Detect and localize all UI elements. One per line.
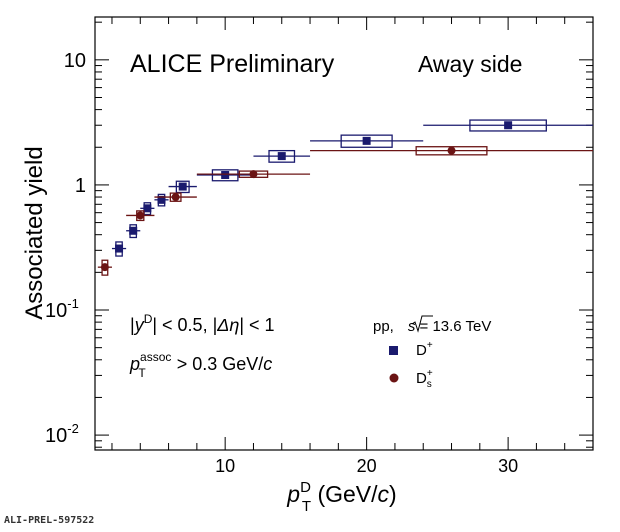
- axis-ticks: 10 20 30 10-2 10-1 1 10: [45, 17, 594, 476]
- data-point: [136, 211, 145, 220]
- region-label: Away side: [418, 51, 522, 77]
- sqrt-sign-icon: [411, 315, 433, 333]
- pt-assoc-var: p: [129, 354, 140, 374]
- x-tick-label: 10: [215, 456, 235, 476]
- y-tick-label: 10: [64, 50, 86, 72]
- y-tick-label: 1: [75, 175, 86, 197]
- rapidity-cut-var: y: [133, 315, 145, 335]
- data-point: [115, 244, 124, 253]
- x-axis-label: pD T (GeV/c): [286, 479, 396, 515]
- x-axis-label-var: p: [286, 481, 300, 507]
- energy-system: pp,: [373, 318, 394, 335]
- x-axis-label-unit-close: ): [389, 481, 397, 507]
- legend-marker-dplus: [389, 346, 398, 355]
- data-point: [277, 152, 286, 161]
- series-ds: [97, 146, 593, 276]
- data-point: [504, 121, 513, 130]
- energy-var: s: [408, 318, 416, 335]
- rapidity-cut-var2: Δη: [216, 315, 239, 335]
- syst-box: [268, 149, 296, 163]
- legend-dplus-sup: +: [427, 340, 433, 351]
- legend-label-dplus: D+: [416, 340, 433, 359]
- data-marks: [97, 119, 593, 276]
- energy-post: = 13.6 TeV: [415, 318, 491, 335]
- rapidity-cut-pre: |: [130, 315, 135, 335]
- legend-ds-sup: +: [427, 368, 433, 379]
- y-axis-label: Associated yield: [21, 146, 48, 319]
- y-tick-label: 10-1: [45, 296, 79, 322]
- data-point: [171, 193, 180, 202]
- pt-assoc-sub: T: [138, 366, 146, 380]
- chart-title: ALICE Preliminary: [130, 50, 335, 78]
- legend-ds-sub: s: [427, 379, 432, 390]
- syst-box: [211, 169, 239, 182]
- x-tick-label: 30: [498, 456, 518, 476]
- syst-box: [340, 134, 393, 148]
- legend-label-ds: D+ s: [416, 368, 433, 390]
- rapidity-cut-post: | < 1: [239, 315, 274, 335]
- data-point: [143, 204, 152, 213]
- syst-box: [469, 119, 547, 132]
- syst-box: [175, 180, 190, 194]
- series-dplus: [111, 119, 593, 257]
- legend-marker-ds: [389, 373, 399, 383]
- legend-dplus-name: D: [416, 342, 427, 359]
- x-axis-label-sup: D: [300, 479, 311, 496]
- data-point: [100, 263, 109, 272]
- energy-label: pp, s = 13.6 TeV: [373, 318, 491, 335]
- data-point: [178, 182, 187, 191]
- rapidity-cut-mid: | < 0.5, |: [152, 315, 217, 335]
- legend-ds-name: D: [416, 370, 427, 387]
- x-axis-label-unit-open: (GeV/: [311, 481, 378, 507]
- plot-frame: [94, 16, 594, 451]
- pt-assoc-unit-var: c: [263, 354, 272, 374]
- data-point: [221, 171, 230, 180]
- y-tick-label: 10-2: [45, 421, 79, 447]
- legend: D+ D+ s: [389, 340, 433, 390]
- pt-assoc-post: > 0.3 GeV/: [172, 354, 264, 374]
- rapidity-cut-label: |yD| < 0.5, |Δη| < 1: [130, 312, 275, 335]
- data-point: [362, 136, 371, 145]
- pt-assoc-cut-label: passoc T > 0.3 GeV/c: [129, 350, 272, 380]
- x-axis-label-unit-var: c: [378, 481, 390, 507]
- preliminary-id: ALI-PREL-597522: [4, 515, 95, 526]
- x-axis-label-sub: T: [302, 498, 311, 515]
- rapidity-cut-sup: D: [144, 312, 153, 326]
- data-point: [249, 170, 258, 179]
- pt-assoc-sup: assoc: [140, 350, 171, 364]
- data-point: [129, 226, 138, 235]
- data-point: [447, 146, 456, 155]
- data-point: [157, 195, 166, 204]
- x-tick-label: 20: [357, 456, 377, 476]
